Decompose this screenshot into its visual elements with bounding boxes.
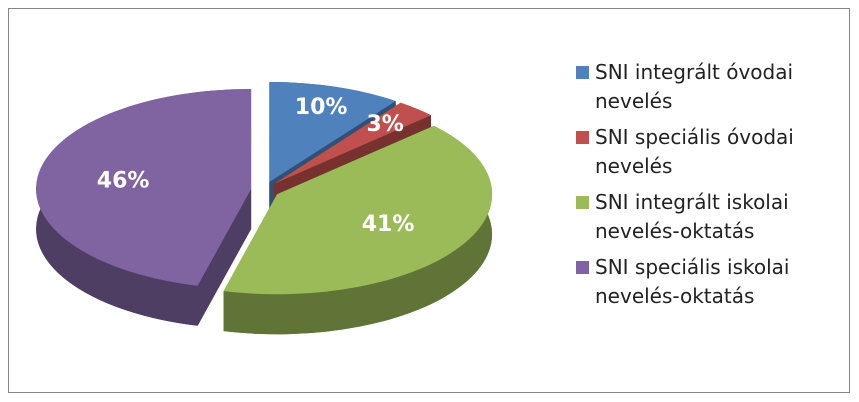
pie-slice <box>223 125 493 295</box>
legend-item: SNI integrált óvodai nevelés <box>576 58 838 116</box>
chart-frame <box>8 8 850 393</box>
legend-item: SNI speciális óvodai nevelés <box>576 123 838 181</box>
value-label: 41% <box>362 212 415 237</box>
legend: SNI integrált óvodai nevelés SNI speciáli… <box>576 58 838 318</box>
legend-label: SNI integrált iskolai nevelés-oktatás <box>595 190 789 243</box>
pie-slice <box>269 82 396 183</box>
legend-swatch <box>576 131 589 144</box>
legend-item: SNI integrált iskolai nevelés-oktatás <box>576 188 838 246</box>
value-label: 46% <box>97 168 150 193</box>
slice-side <box>197 188 252 326</box>
legend-item: SNI speciális iskolai nevelés-oktatás <box>576 253 838 311</box>
legend-swatch <box>576 261 589 274</box>
legend-label: SNI speciális óvodai nevelés <box>595 125 794 178</box>
value-label: 3% <box>366 112 403 137</box>
slice-wall <box>223 125 493 335</box>
legend-swatch <box>576 66 589 79</box>
legend-swatch <box>576 196 589 209</box>
legend-label: SNI speciális iskolai nevelés-oktatás <box>595 255 790 308</box>
value-label: 10% <box>295 95 348 120</box>
legend-label: SNI integrált óvodai nevelés <box>595 60 794 113</box>
pie-slice <box>274 102 431 184</box>
pie-slice <box>36 88 252 286</box>
